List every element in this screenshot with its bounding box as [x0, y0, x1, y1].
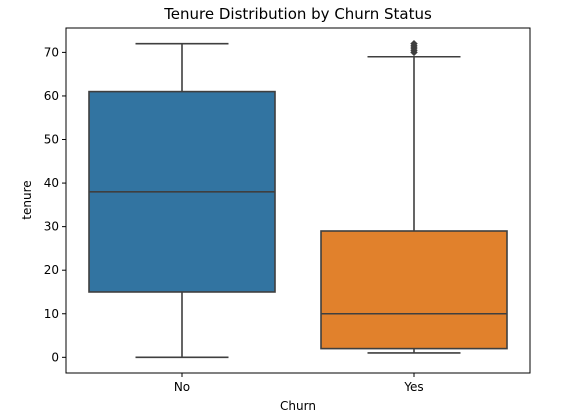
box-group-no: [88, 42, 276, 359]
x-tick-label: No: [174, 380, 190, 394]
y-tick-label: 30: [44, 220, 59, 234]
plot-frame: [65, 27, 531, 374]
box-group-yes: [320, 39, 508, 354]
y-tick-label: 70: [44, 45, 59, 59]
y-tick-label: 50: [44, 133, 59, 147]
marks-layer: [88, 39, 508, 359]
y-axis-title: tenure: [20, 180, 34, 219]
y-tick-label: 20: [44, 263, 59, 277]
iqr-box: [320, 230, 508, 350]
outlier-point: [410, 39, 418, 48]
ticks-layer: 0 10 20 30 40 50 60 70 No Yes: [44, 45, 424, 394]
x-axis-title: Churn: [280, 399, 316, 412]
y-tick-label: 0: [51, 350, 59, 364]
chart-title: Tenure Distribution by Churn Status: [163, 5, 432, 23]
x-tick-label: Yes: [403, 380, 423, 394]
y-tick-label: 10: [44, 307, 59, 321]
y-tick-label: 40: [44, 176, 59, 190]
y-tick-label: 60: [44, 89, 59, 103]
